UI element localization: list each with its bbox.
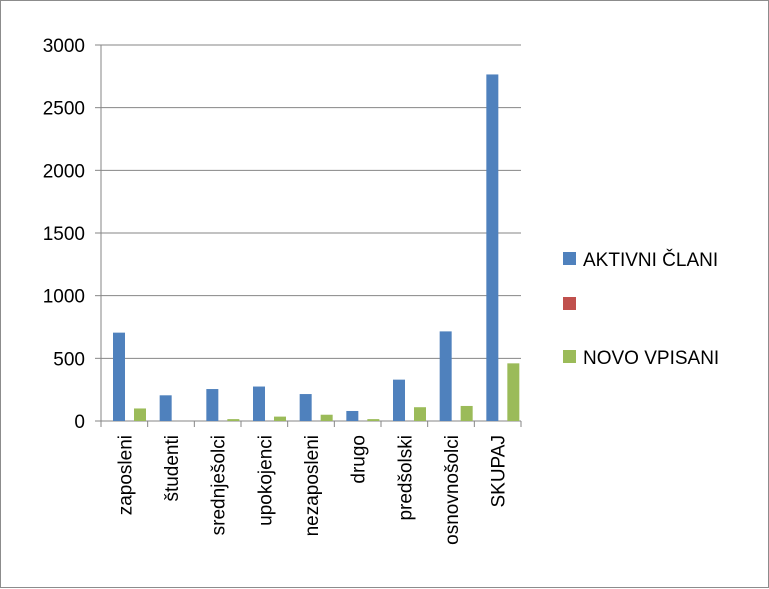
y-tick-label: 1500 (43, 224, 85, 245)
bar-osnovnošolci (439, 331, 452, 421)
category-label: študenti (162, 435, 183, 502)
legend-swatch (563, 350, 576, 363)
category-label: drugo (349, 435, 370, 484)
category-label: nezaposleni (302, 435, 323, 536)
y-tick-label: 0 (74, 412, 85, 433)
bar-skupaj (507, 363, 520, 421)
y-tick-label: 2500 (43, 99, 85, 120)
bar-nezaposleni (320, 414, 333, 421)
category-label: predšolski (395, 435, 416, 521)
category-label: upokojenci (255, 435, 276, 526)
legend-label: AKTIVNI ČLANI (583, 249, 718, 271)
bar-zaposleni (134, 408, 146, 421)
bar-drugo (346, 410, 359, 421)
bar-zaposleni (113, 332, 125, 421)
bar-upokojenci (253, 386, 265, 421)
y-tick-label: 3000 (43, 36, 85, 57)
bar-skupaj (486, 74, 499, 421)
category-label: srednješolci (209, 435, 230, 535)
bar-nezaposleni (299, 394, 312, 421)
bar-srednješolci (206, 389, 219, 421)
legend-swatch (563, 297, 576, 310)
bar-predšolski (414, 407, 426, 421)
bar-drugo (367, 419, 380, 421)
y-tick-label: 2000 (43, 161, 85, 182)
category-label: zaposleni (115, 435, 136, 515)
bar-upokojenci (274, 416, 286, 421)
bar-študenti (159, 395, 172, 421)
bar-predšolski (393, 379, 405, 421)
bar-srednješolci (227, 419, 240, 421)
legend-label: NOVO VPISANI (583, 348, 719, 369)
bar-osnovnošolci (460, 405, 473, 421)
category-label: SKUPAJ (489, 435, 510, 508)
y-tick-label: 500 (53, 349, 85, 370)
y-tick-label: 1000 (43, 287, 85, 308)
category-label: osnovnošolci (442, 435, 463, 545)
legend-swatch (563, 252, 576, 265)
